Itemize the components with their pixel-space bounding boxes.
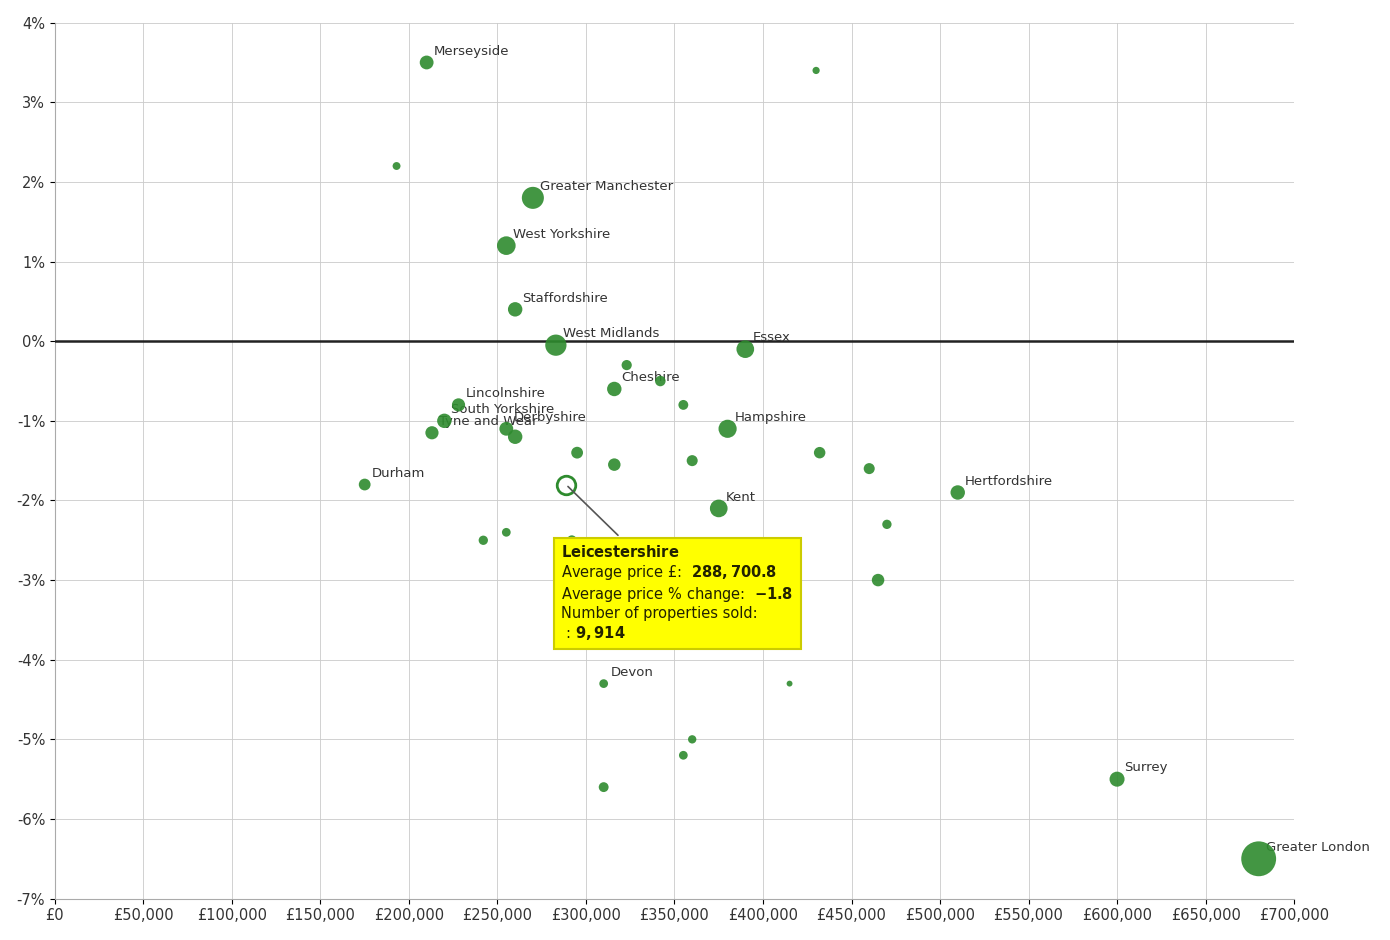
Text: Greater London: Greater London (1266, 841, 1369, 854)
Point (448, 398, 470, 413)
Point (353, 477, 375, 492)
Point (555, 477, 577, 492)
Text: Derbyshire: Derbyshire (513, 411, 587, 424)
Point (778, 676, 801, 691)
Point (681, 732, 703, 747)
Text: West Yorkshire: West Yorkshire (513, 227, 610, 241)
Point (505, 302, 527, 317)
Point (858, 462, 880, 477)
Point (566, 446, 588, 461)
Text: Greater Manchester: Greater Manchester (539, 180, 673, 193)
Text: Surrey: Surrey (1125, 761, 1168, 775)
Text: West Midlands: West Midlands (563, 327, 659, 340)
Point (473, 533, 495, 548)
Point (716, 421, 738, 436)
Point (592, 676, 614, 691)
Point (421, 425, 443, 440)
Point (505, 430, 527, 445)
Point (805, 63, 827, 78)
Point (681, 453, 703, 468)
Point (673, 398, 695, 413)
Point (603, 382, 626, 397)
Text: Merseyside: Merseyside (434, 45, 509, 57)
Point (1248, 852, 1270, 867)
Point (1106, 772, 1129, 787)
Point (616, 357, 638, 372)
Point (592, 779, 614, 794)
Point (434, 414, 456, 429)
Text: Hertfordshire: Hertfordshire (965, 475, 1054, 488)
Text: $\bf{Leicestershire}$
Average price £:  $\bf{288,700.8}$
Average price % change:: $\bf{Leicestershire}$ Average price £: $… (562, 487, 794, 642)
Point (734, 341, 756, 356)
Point (521, 190, 543, 205)
Text: Staffordshire: Staffordshire (523, 291, 607, 305)
Text: Cheshire: Cheshire (621, 371, 680, 384)
Point (708, 501, 730, 516)
Point (560, 533, 582, 548)
Point (603, 457, 626, 472)
Point (385, 159, 407, 174)
Point (649, 373, 671, 388)
Text: Kent: Kent (726, 491, 756, 504)
Point (495, 421, 517, 436)
Point (646, 556, 669, 572)
Point (416, 55, 438, 70)
Point (867, 572, 890, 588)
Text: Lincolnshire: Lincolnshire (466, 387, 545, 400)
Text: South Yorkshire: South Yorkshire (452, 403, 555, 416)
Text: Devon: Devon (610, 666, 653, 679)
Point (876, 517, 898, 532)
Text: Durham: Durham (371, 467, 425, 479)
Point (809, 446, 831, 461)
Point (673, 747, 695, 762)
Point (495, 238, 517, 253)
Point (947, 485, 969, 500)
Text: Hampshire: Hampshire (735, 411, 806, 424)
Point (545, 337, 567, 352)
Point (495, 525, 517, 540)
Point (660, 572, 682, 588)
Text: Tyne and Wear: Tyne and Wear (439, 415, 538, 428)
Text: Essex: Essex (752, 332, 791, 344)
